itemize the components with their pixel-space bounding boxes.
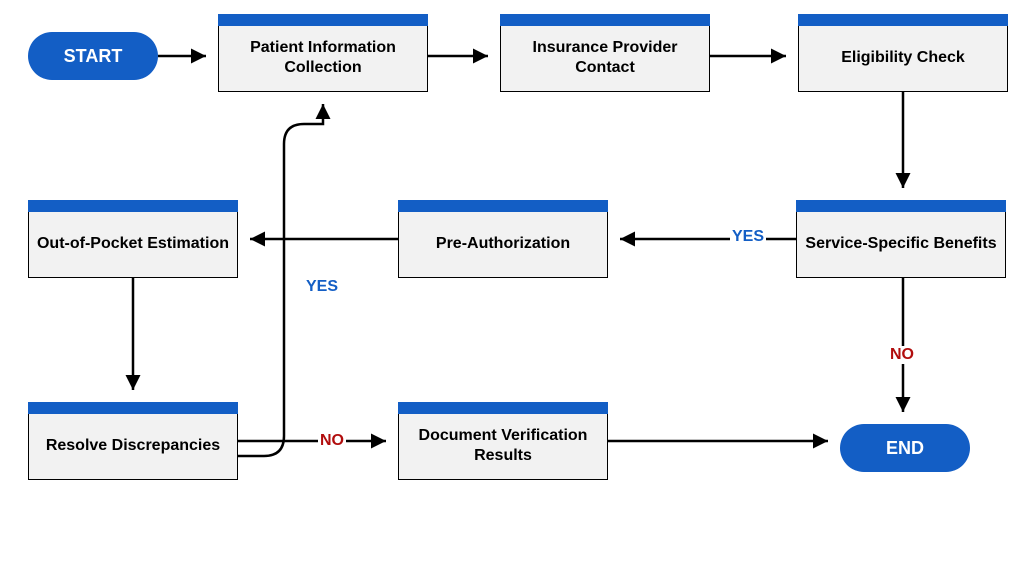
node-label: Document Verification Results [405,426,601,466]
node-insurance-contact: Insurance Provider Contact [500,14,710,92]
node-oop-estimation: Out-of-Pocket Estimation [28,200,238,278]
edge-label-text: NO [890,346,914,363]
node-label: Out-of-Pocket Estimation [37,234,229,254]
node-pre-authorization: Pre-Authorization [398,200,608,278]
node-topbar [218,14,428,26]
node-topbar [500,14,710,26]
node-topbar [28,200,238,212]
node-topbar [796,200,1006,212]
edge-label-no-benefits: NO [888,346,916,364]
node-label: Pre-Authorization [436,234,570,254]
node-label: Patient Information Collection [225,38,421,78]
node-topbar [398,200,608,212]
node-resolve-discrepancies: Resolve Discrepancies [28,402,238,480]
edge-label-no-resolve: NO [318,432,346,450]
end-pill: END [840,424,970,472]
node-topbar [798,14,1008,26]
node-service-benefits: Service-Specific Benefits [796,200,1006,278]
node-patient-info: Patient Information Collection [218,14,428,92]
edge-label-text: YES [306,278,338,295]
start-label: START [64,46,123,67]
node-label: Resolve Discrepancies [46,436,220,456]
edge-label-yes-resolve: YES [304,278,340,296]
edge-label-text: YES [732,228,764,245]
node-label: Eligibility Check [841,48,965,68]
start-pill: START [28,32,158,80]
node-label: Insurance Provider Contact [507,38,703,78]
node-topbar [398,402,608,414]
edge-label-text: NO [320,432,344,449]
node-topbar [28,402,238,414]
end-label: END [886,438,924,459]
node-eligibility-check: Eligibility Check [798,14,1008,92]
node-label: Service-Specific Benefits [805,234,996,254]
edge-label-yes-benefits: YES [730,228,766,246]
node-document-verification: Document Verification Results [398,402,608,480]
